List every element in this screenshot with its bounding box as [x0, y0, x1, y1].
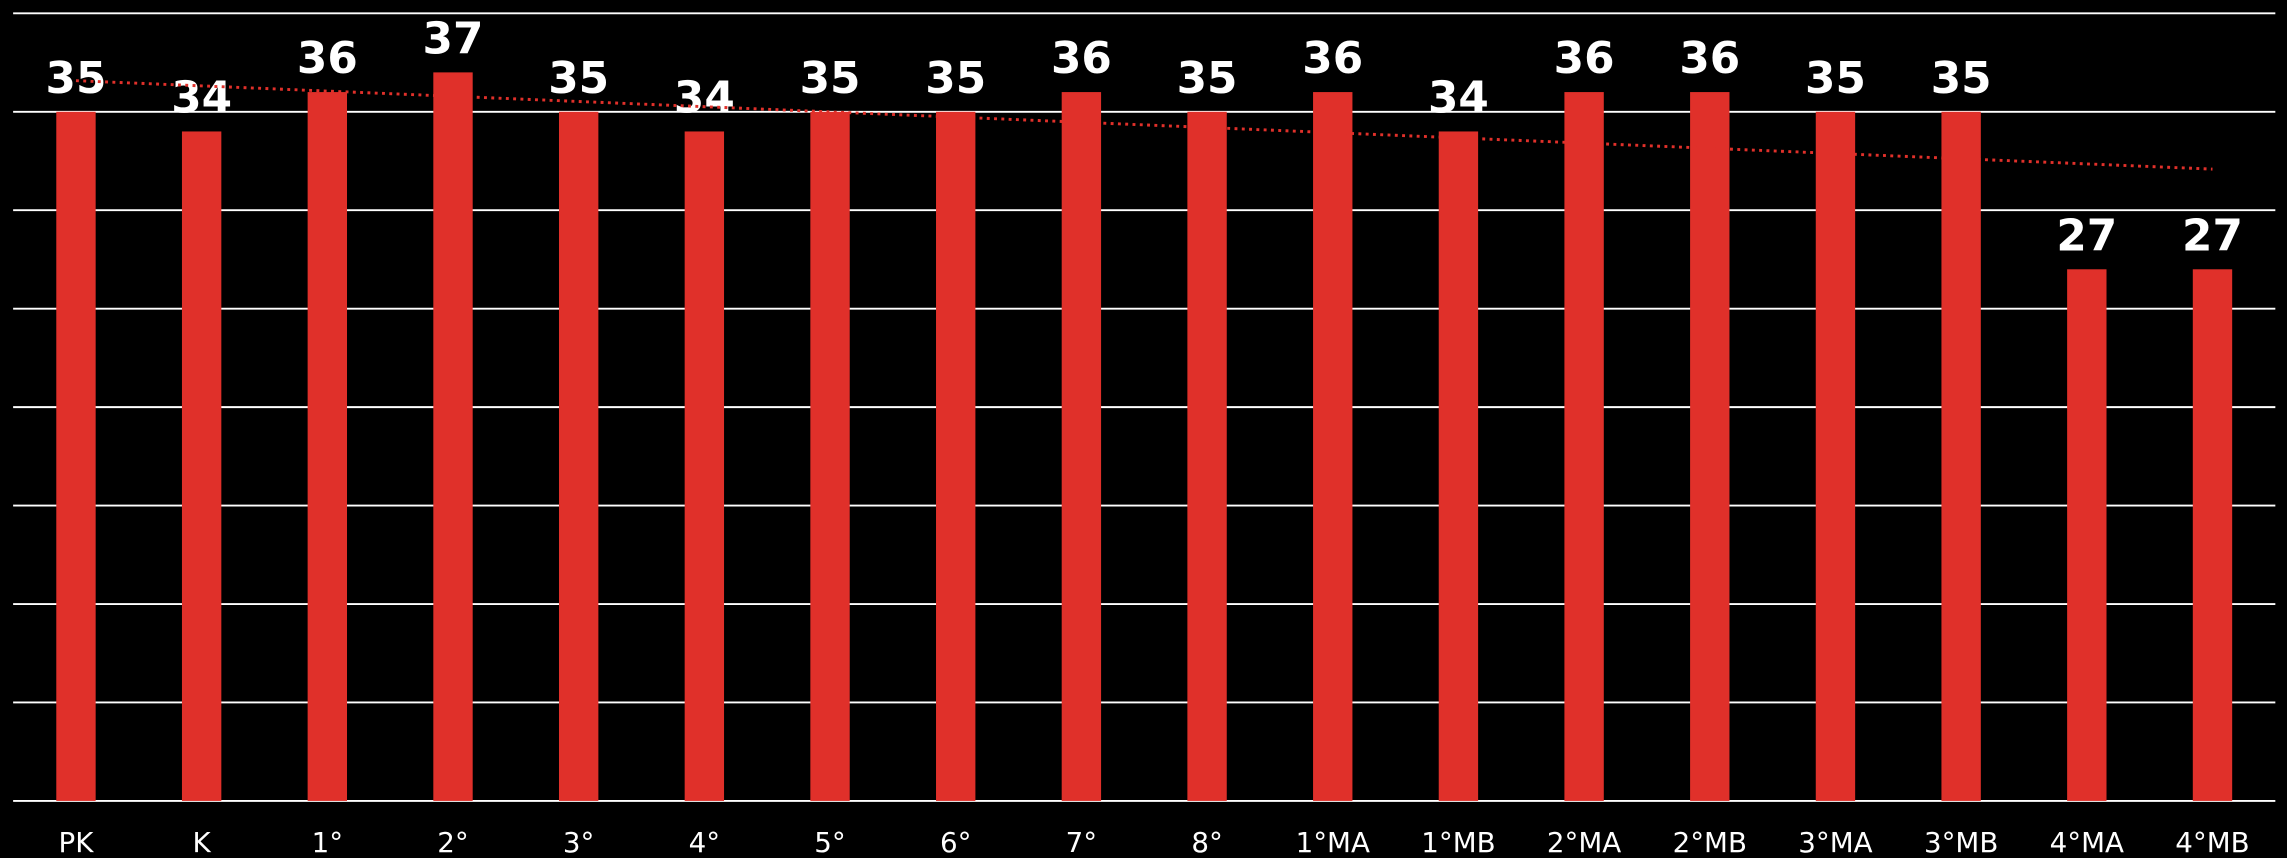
bar: [810, 111, 850, 801]
x-tick-label: 1°: [312, 826, 343, 858]
bar: [1187, 111, 1227, 801]
data-label: 35: [925, 53, 986, 104]
x-tick-label: 7°: [1066, 826, 1097, 858]
bar: [2067, 269, 2107, 801]
data-label: 27: [2056, 210, 2117, 261]
x-tick-label: 4°MA: [2050, 826, 2124, 858]
bar: [1941, 111, 1981, 801]
data-label: 35: [800, 53, 861, 104]
x-tick-label: 2°MB: [1673, 826, 1747, 858]
x-tick-label: 6°: [940, 826, 971, 858]
bar: [1313, 92, 1353, 801]
x-tick-label: 3°: [563, 826, 594, 858]
x-tick-label: K: [193, 826, 212, 858]
bar: [558, 111, 599, 801]
data-label: 34: [171, 72, 232, 123]
bar: [1061, 92, 1102, 801]
data-label: 36: [297, 33, 358, 84]
bar: [181, 131, 222, 801]
bar: [1438, 131, 1479, 801]
trendline: [75, 79, 2213, 171]
data-label: 35: [1805, 53, 1866, 104]
bar: [936, 111, 976, 801]
data-label: 35: [1177, 53, 1238, 104]
bar: [1690, 92, 1730, 801]
x-tick-label: 1°MB: [1421, 826, 1495, 858]
bar: [307, 92, 348, 801]
bar: [1815, 111, 1856, 801]
data-label: 34: [674, 72, 735, 123]
data-label: 37: [423, 13, 484, 64]
x-tick-label: 3°MA: [1798, 826, 1872, 858]
bar: [684, 131, 725, 801]
data-label: 36: [1051, 33, 1112, 84]
data-label: 34: [1428, 72, 1489, 123]
x-tick-label: 5°: [814, 826, 845, 858]
x-tick-label: 4°MB: [2175, 826, 2249, 858]
bar: [433, 72, 473, 801]
x-tick-label: 1°MA: [1296, 826, 1370, 858]
x-tick-label: 8°: [1191, 826, 1222, 858]
x-tick-label: 2°: [437, 826, 468, 858]
data-label: 35: [548, 53, 609, 104]
bar: [1564, 92, 1604, 801]
data-label: 35: [1931, 53, 1992, 104]
bar: [2192, 269, 2233, 801]
x-tick-label: 3°MB: [1924, 826, 1998, 858]
data-label: 35: [46, 53, 107, 104]
x-tick-label: PK: [59, 826, 95, 858]
data-label: 36: [1554, 33, 1615, 84]
x-tick-label: 2°MA: [1547, 826, 1621, 858]
x-tick-label: 4°: [689, 826, 720, 858]
data-label: 36: [1302, 33, 1363, 84]
data-label: 27: [2182, 210, 2243, 261]
data-label: 36: [1679, 33, 1740, 84]
bar: [56, 111, 96, 801]
